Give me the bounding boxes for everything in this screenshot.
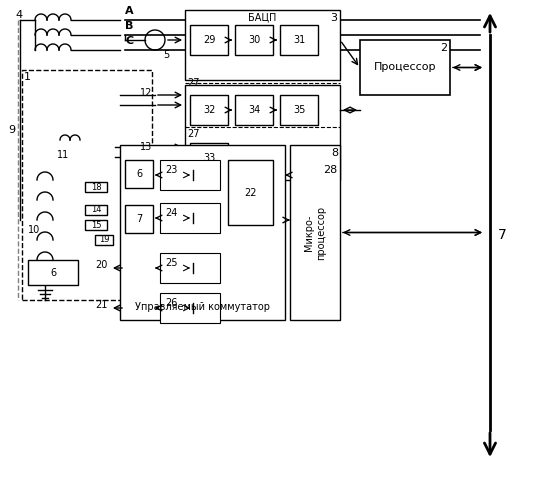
Text: 31: 31 xyxy=(293,35,305,45)
FancyBboxPatch shape xyxy=(190,95,228,125)
FancyBboxPatch shape xyxy=(85,220,107,230)
Text: 23: 23 xyxy=(165,165,177,175)
FancyBboxPatch shape xyxy=(160,203,220,233)
Text: 12: 12 xyxy=(140,88,152,98)
FancyBboxPatch shape xyxy=(360,40,450,95)
FancyBboxPatch shape xyxy=(160,293,220,323)
Text: 26: 26 xyxy=(165,298,177,308)
Text: 11: 11 xyxy=(57,150,69,160)
FancyBboxPatch shape xyxy=(185,85,340,180)
Text: 6: 6 xyxy=(50,268,56,278)
Text: 15: 15 xyxy=(91,220,101,230)
FancyBboxPatch shape xyxy=(280,95,318,125)
FancyBboxPatch shape xyxy=(95,235,113,245)
Text: 3: 3 xyxy=(330,13,337,23)
FancyBboxPatch shape xyxy=(160,160,220,190)
Text: 22: 22 xyxy=(244,188,257,198)
FancyBboxPatch shape xyxy=(228,160,273,225)
FancyBboxPatch shape xyxy=(190,25,228,55)
Text: 2: 2 xyxy=(440,43,447,53)
Text: 25: 25 xyxy=(165,258,177,268)
Text: A: A xyxy=(125,6,134,16)
Text: 8: 8 xyxy=(331,148,338,158)
Text: Процессор: Процессор xyxy=(374,62,436,72)
Text: Микро-
процессор: Микро- процессор xyxy=(304,206,326,260)
Text: 30: 30 xyxy=(248,35,260,45)
Text: БАЦП: БАЦП xyxy=(248,12,277,22)
FancyBboxPatch shape xyxy=(125,205,153,233)
Text: 29: 29 xyxy=(203,35,215,45)
Text: 9: 9 xyxy=(8,125,15,135)
Text: Управляемый коммутатор: Управляемый коммутатор xyxy=(135,302,270,312)
FancyBboxPatch shape xyxy=(85,205,107,215)
Text: 5: 5 xyxy=(163,50,169,60)
Text: 32: 32 xyxy=(203,105,215,115)
Text: 13: 13 xyxy=(140,142,152,152)
Text: 7: 7 xyxy=(136,214,142,224)
Text: 6: 6 xyxy=(136,169,142,179)
FancyBboxPatch shape xyxy=(235,95,273,125)
FancyBboxPatch shape xyxy=(280,25,318,55)
Text: 18: 18 xyxy=(91,182,101,192)
FancyBboxPatch shape xyxy=(185,10,340,80)
FancyBboxPatch shape xyxy=(235,25,273,55)
Text: B: B xyxy=(125,21,133,31)
Text: 27: 27 xyxy=(187,129,199,139)
Text: 24: 24 xyxy=(165,208,177,218)
FancyBboxPatch shape xyxy=(125,160,153,188)
Text: C: C xyxy=(125,36,133,46)
Text: 14: 14 xyxy=(91,206,101,214)
FancyBboxPatch shape xyxy=(85,182,107,192)
FancyBboxPatch shape xyxy=(28,260,78,285)
FancyBboxPatch shape xyxy=(290,145,340,320)
FancyBboxPatch shape xyxy=(190,143,228,173)
Text: 35: 35 xyxy=(293,105,305,115)
Text: 10: 10 xyxy=(28,225,40,235)
Text: 4: 4 xyxy=(15,10,22,20)
FancyBboxPatch shape xyxy=(160,253,220,283)
Text: 34: 34 xyxy=(248,105,260,115)
Text: 7: 7 xyxy=(498,228,507,242)
Text: 20: 20 xyxy=(95,260,108,270)
FancyBboxPatch shape xyxy=(120,145,285,320)
Text: 19: 19 xyxy=(99,236,109,244)
Text: 28: 28 xyxy=(323,165,337,175)
Text: 27: 27 xyxy=(187,78,199,88)
Text: 1: 1 xyxy=(24,72,31,82)
Text: 21: 21 xyxy=(95,300,108,310)
Text: 33: 33 xyxy=(203,153,215,163)
